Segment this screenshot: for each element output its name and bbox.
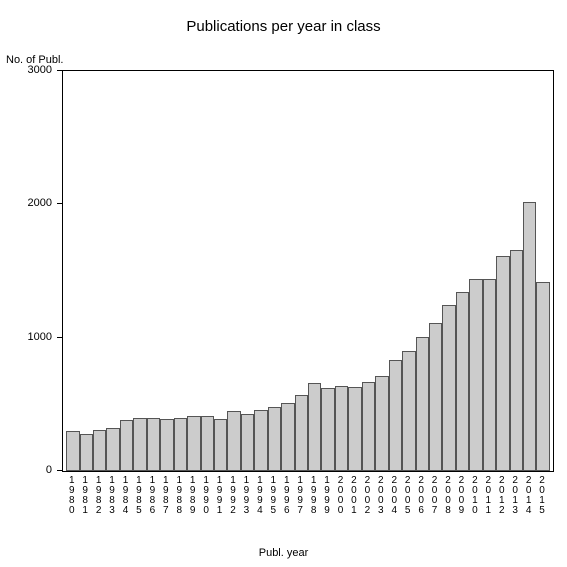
x-tick-label: 2013 — [508, 472, 521, 516]
bar — [214, 419, 227, 471]
bar — [483, 279, 496, 471]
bar — [416, 337, 429, 471]
x-tick-label: 2014 — [522, 472, 535, 516]
x-tick-label: 2012 — [495, 472, 508, 516]
x-tick-label: 2009 — [455, 472, 468, 516]
x-tick-label: 2011 — [482, 472, 495, 516]
x-tick-label: 2000 — [334, 472, 347, 516]
x-tick-label: 2001 — [347, 472, 360, 516]
bar — [456, 292, 469, 471]
x-tick-label: 1980 — [65, 472, 78, 516]
bar — [442, 305, 455, 471]
x-tick-label: 1991 — [213, 472, 226, 516]
bar — [308, 383, 321, 471]
x-tick-label: 1998 — [307, 472, 320, 516]
bar — [106, 428, 119, 471]
x-tick-label: 2002 — [361, 472, 374, 516]
x-tick-label: 1985 — [132, 472, 145, 516]
y-tick-label: 3000 — [0, 64, 62, 76]
bar — [120, 420, 133, 471]
x-tick-label: 1995 — [267, 472, 280, 516]
x-tick-label: 2007 — [428, 472, 441, 516]
bar — [523, 202, 536, 471]
x-tick-label: 1983 — [105, 472, 118, 516]
bar — [375, 376, 388, 471]
x-tick-label: 1994 — [253, 472, 266, 516]
x-tick-label: 1982 — [92, 472, 105, 516]
y-axis-ticks: 0100020003000 — [0, 70, 62, 470]
bar — [402, 351, 415, 471]
x-tick-label: 1999 — [320, 472, 333, 516]
x-tick-label: 1997 — [293, 472, 306, 516]
bar — [187, 416, 200, 471]
bar — [133, 418, 146, 471]
y-tick-label: 1000 — [0, 331, 62, 343]
chart-container: Publications per year in class No. of Pu… — [0, 0, 567, 567]
bar — [268, 407, 281, 471]
x-tick-label: 1990 — [199, 472, 212, 516]
bar — [335, 386, 348, 471]
x-tick-label: 2010 — [468, 472, 481, 516]
x-tick-label: 1992 — [226, 472, 239, 516]
bar — [536, 282, 549, 471]
bar — [66, 431, 79, 471]
x-tick-label: 2004 — [388, 472, 401, 516]
x-tick-label: 1996 — [280, 472, 293, 516]
x-axis-ticks: 1980198119821983198419851986198719881989… — [62, 472, 552, 516]
bar — [80, 434, 93, 471]
bar — [348, 387, 361, 471]
x-tick-label: 1984 — [119, 472, 132, 516]
bar — [93, 430, 106, 471]
x-tick-label: 2006 — [414, 472, 427, 516]
bar — [295, 395, 308, 471]
bar — [362, 382, 375, 471]
x-tick-label: 2005 — [401, 472, 414, 516]
x-tick-label: 2015 — [535, 472, 548, 516]
bar — [321, 388, 334, 471]
bar — [160, 419, 173, 471]
bar — [254, 410, 267, 471]
bar — [389, 360, 402, 471]
x-tick-label: 2008 — [441, 472, 454, 516]
bar — [201, 416, 214, 471]
bar — [469, 279, 482, 471]
bar — [227, 411, 240, 471]
x-tick-label: 1989 — [186, 472, 199, 516]
bars-group — [63, 71, 553, 471]
bar — [147, 418, 160, 471]
x-tick-label: 2003 — [374, 472, 387, 516]
bar — [496, 256, 509, 471]
bar — [174, 418, 187, 471]
x-axis-label: Publ. year — [0, 547, 567, 559]
y-tick-label: 2000 — [0, 197, 62, 209]
x-tick-label: 1988 — [173, 472, 186, 516]
chart-title: Publications per year in class — [0, 18, 567, 35]
x-tick-label: 1986 — [146, 472, 159, 516]
bar — [429, 323, 442, 471]
x-tick-label: 1987 — [159, 472, 172, 516]
plot-area — [62, 70, 554, 472]
bar — [241, 414, 254, 471]
x-tick-label: 1981 — [78, 472, 91, 516]
x-tick-label: 1993 — [240, 472, 253, 516]
y-tick-label: 0 — [0, 464, 62, 476]
bar — [510, 250, 523, 471]
bar — [281, 403, 294, 471]
